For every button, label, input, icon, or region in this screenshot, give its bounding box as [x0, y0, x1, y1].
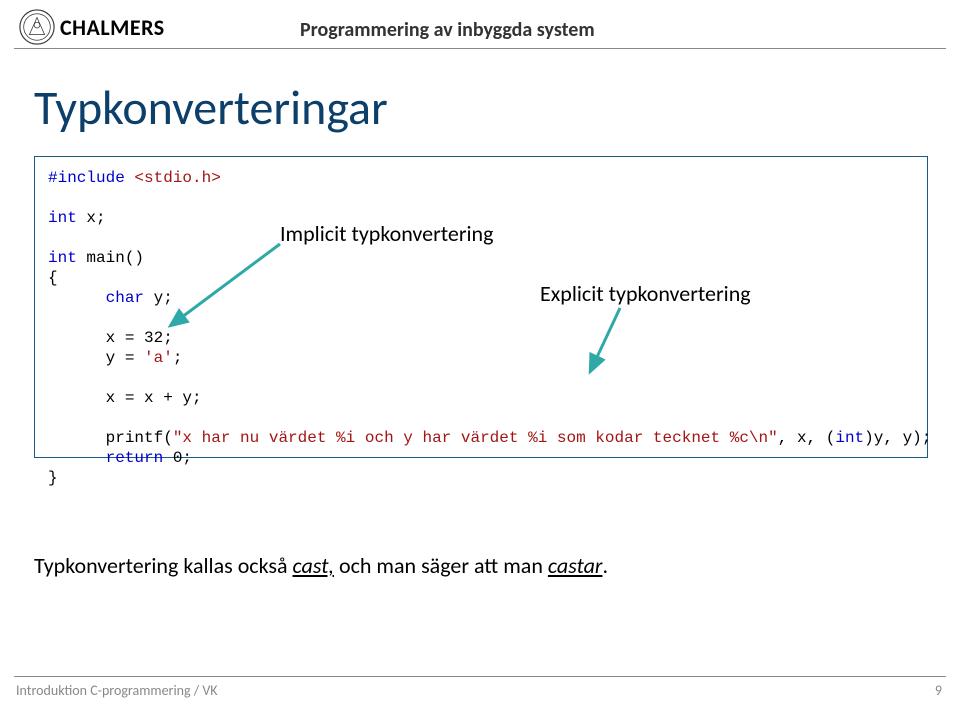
- header: CHALMERS Programmering av inbyggda syste…: [0, 8, 960, 52]
- bottom-t3: .: [602, 552, 608, 579]
- annotation-implicit: Implicit typkonvertering: [280, 220, 493, 247]
- chalmers-emblem-icon: [18, 8, 56, 46]
- brand-text: CHALMERS: [60, 14, 165, 41]
- code-token: {: [48, 269, 58, 287]
- code-token: return: [106, 449, 164, 467]
- code-token: y;: [144, 289, 173, 307]
- code-token: x = x + y;: [106, 389, 202, 407]
- course-title: Programmering av inbyggda system: [300, 18, 595, 42]
- code-token: "x har nu värdet %i och y har värdet %i …: [173, 429, 778, 447]
- bottom-t1: Typkonvertering kallas också: [34, 552, 293, 579]
- footer-divider: [14, 676, 946, 677]
- page-title: Typkonverteringar: [34, 78, 388, 137]
- code-token: int: [835, 429, 864, 447]
- code-token: , x, (: [778, 429, 836, 447]
- code-token: main(): [77, 249, 144, 267]
- code-token: int: [48, 209, 77, 227]
- code-token: #include: [48, 169, 125, 187]
- slide: CHALMERS Programmering av inbyggda syste…: [0, 0, 960, 709]
- code-token: x;: [77, 209, 106, 227]
- code-token: 0;: [163, 449, 192, 467]
- code-token: )y, y);: [864, 429, 931, 447]
- bottom-t2: och man säger att man: [334, 552, 548, 579]
- code-token: int: [48, 249, 77, 267]
- bottom-text: Typkonvertering kallas också cast, och m…: [34, 552, 608, 579]
- code-token: y =: [106, 349, 144, 367]
- code-token: <stdio.h>: [134, 169, 220, 187]
- code-listing: #include <stdio.h> int x; int main() { c…: [48, 168, 931, 488]
- code-token: printf(: [106, 429, 173, 447]
- bottom-castar: castar: [548, 552, 603, 579]
- code-token: char: [106, 289, 144, 307]
- header-divider: [14, 48, 946, 49]
- footer-page-number: 9: [935, 682, 942, 699]
- code-token: ;: [173, 349, 183, 367]
- code-token: x = 32;: [106, 329, 173, 347]
- footer-left: Introduktion C-programmering / VK: [16, 682, 218, 699]
- code-token: 'a': [144, 349, 173, 367]
- bottom-cast: cast,: [293, 552, 335, 579]
- code-token: }: [48, 469, 58, 487]
- annotation-explicit: Explicit typkonvertering: [540, 280, 751, 307]
